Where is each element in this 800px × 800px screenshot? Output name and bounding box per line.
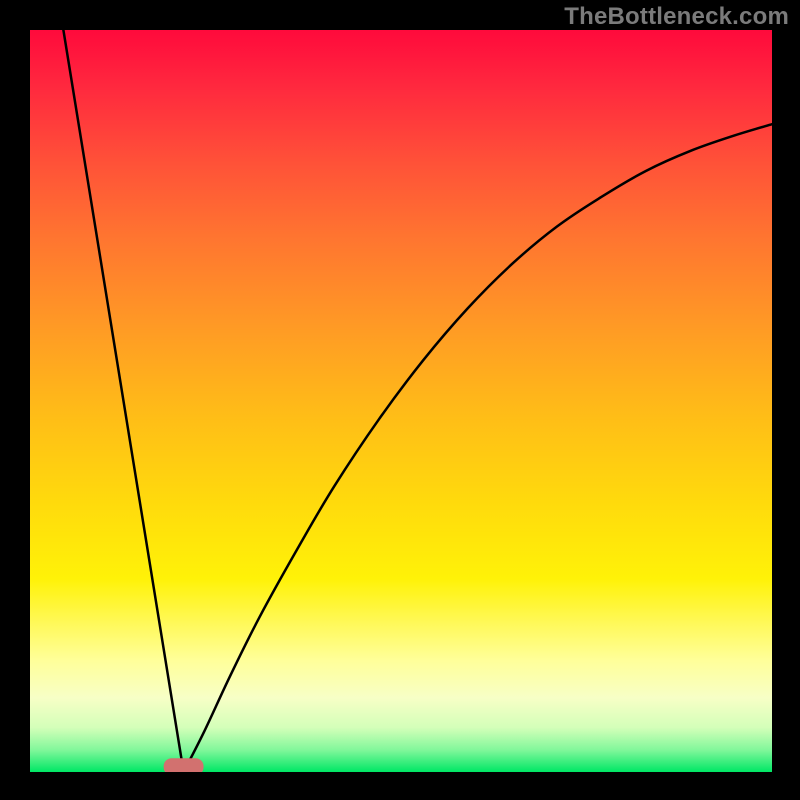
gradient-background xyxy=(30,30,772,772)
chart-frame: TheBottleneck.com xyxy=(0,0,800,800)
optimal-point-marker xyxy=(164,758,204,772)
bottleneck-curve-chart xyxy=(30,30,772,772)
watermark-text: TheBottleneck.com xyxy=(564,3,789,31)
